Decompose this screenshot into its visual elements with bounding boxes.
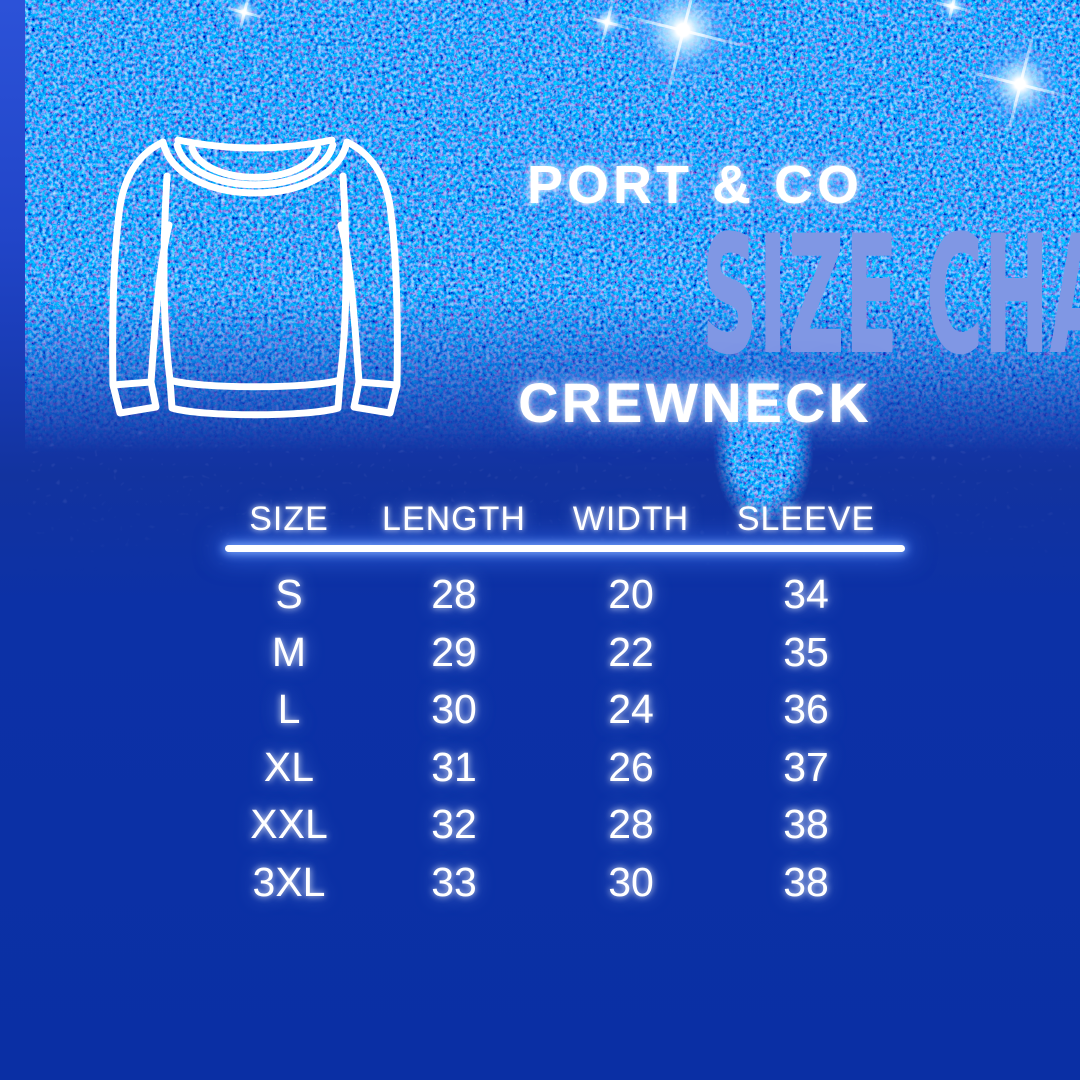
- cell-sleeve: 35: [783, 628, 829, 675]
- sweater-left-body: [160, 172, 174, 384]
- cell-width: 26: [608, 743, 654, 790]
- cell-width: 24: [608, 686, 654, 732]
- header-divider-line: [225, 545, 905, 552]
- table-row: XL 31 26 37: [225, 739, 905, 797]
- table-row: M 29 22 35: [225, 624, 905, 682]
- sweater-left-sleeve: [109, 138, 167, 389]
- page-title: SIZE CHART: [420, 214, 1080, 422]
- cell-length: 29: [431, 628, 477, 675]
- cell-size: XXL: [250, 801, 328, 847]
- sweater-waistband: [166, 376, 344, 419]
- cell-width: 20: [608, 571, 654, 617]
- sweater-right-body: [336, 172, 350, 384]
- cell-size: S: [275, 571, 303, 617]
- cell-width: 22: [608, 628, 654, 675]
- cell-length: 32: [431, 801, 477, 847]
- cell-size: XL: [263, 743, 315, 790]
- crewneck-sweater-icon: [109, 136, 401, 419]
- sweater-right-sleeve-inner: [337, 221, 363, 386]
- brand-name: PORT & CO: [526, 155, 863, 215]
- sweater-right-cuff: [350, 378, 401, 417]
- size-table-header: SIZE LENGTH WIDTH SLEEVE: [225, 494, 905, 544]
- cell-sleeve: 38: [783, 801, 829, 847]
- cell-length: 28: [431, 571, 477, 617]
- table-row: 3XL 33 30 38: [225, 854, 905, 912]
- size-table-body: S 28 20 34 M 29 22 35 L 30 24 36 XL 31 2…: [225, 566, 905, 911]
- table-row: S 28 20 34: [225, 566, 905, 624]
- cell-size: 3XL: [252, 858, 326, 905]
- sweater-collar-rib: [173, 141, 337, 189]
- table-row: L 30 24 36: [225, 681, 905, 739]
- sweater-left-cuff: [109, 378, 160, 417]
- page-title-text: SIZE CHART: [701, 200, 1080, 391]
- sweater-collar-outer: [159, 138, 351, 197]
- column-header-size: SIZE: [249, 500, 329, 538]
- sweater-right-sleeve: [343, 138, 401, 389]
- product-subtitle: CREWNECK: [518, 371, 872, 434]
- cell-sleeve: 34: [783, 571, 829, 617]
- column-header-length: LENGTH: [382, 500, 526, 538]
- column-header-width: WIDTH: [572, 500, 690, 538]
- sweater-collar-rib: [188, 144, 322, 181]
- cell-length: 33: [431, 858, 477, 905]
- cell-sleeve: 36: [783, 686, 829, 732]
- table-row: XXL 32 28 38: [225, 796, 905, 854]
- cell-width: 28: [608, 801, 654, 847]
- sweater-back-neck: [174, 136, 336, 152]
- cell-width: 30: [608, 858, 654, 905]
- size-table: SIZE LENGTH WIDTH SLEEVE S 28 20 34 M 29…: [225, 494, 905, 911]
- cell-size: M: [271, 628, 307, 675]
- cell-size: L: [277, 686, 301, 732]
- cell-sleeve: 38: [783, 858, 829, 905]
- cell-sleeve: 37: [783, 743, 829, 790]
- cell-length: 30: [431, 686, 477, 732]
- column-header-sleeve: SLEEVE: [736, 500, 876, 538]
- cell-length: 31: [431, 743, 477, 790]
